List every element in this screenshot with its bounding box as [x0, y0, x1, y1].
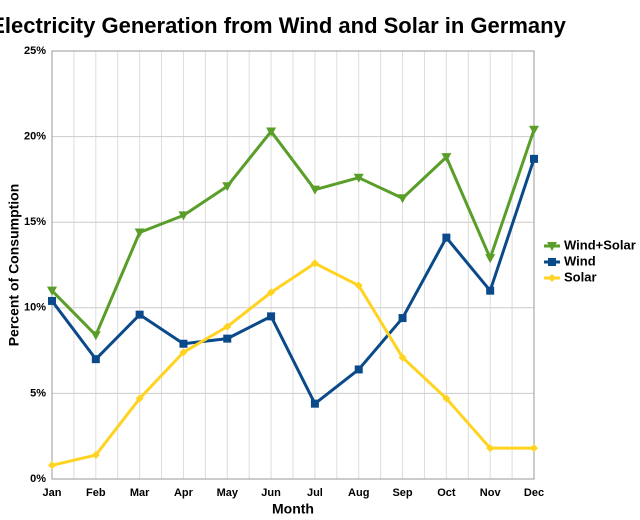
legend-label: Wind+Solar: [564, 237, 636, 252]
y-tick-label: 10%: [24, 302, 46, 314]
data-point: [529, 125, 539, 135]
data-point: [485, 254, 496, 264]
chart-title: Electricity Generation from Wind and Sol…: [0, 13, 567, 38]
y-tick-label: 15%: [24, 216, 46, 228]
legend-marker: [548, 274, 556, 282]
data-point: [135, 310, 144, 319]
data-point: [91, 451, 100, 460]
x-tick-label: Jan: [43, 487, 62, 499]
data-point: [397, 194, 408, 204]
data-point: [354, 365, 363, 374]
x-tick-label: May: [217, 487, 239, 499]
y-tick-label: 25%: [24, 45, 46, 57]
x-tick-label: Sep: [392, 487, 412, 499]
x-tick-label: Aug: [348, 487, 369, 499]
data-point: [309, 185, 320, 195]
series-line: [50, 129, 536, 337]
data-point: [48, 296, 56, 305]
data-point: [90, 331, 101, 341]
x-tick-label: Apr: [174, 487, 194, 499]
x-tick-label: Nov: [480, 487, 502, 499]
x-tick-label: Jun: [261, 487, 281, 499]
data-point: [267, 288, 276, 297]
data-point: [354, 281, 363, 290]
data-point: [48, 461, 56, 470]
legend-label: Solar: [564, 269, 597, 284]
data-point: [179, 339, 188, 348]
y-axis-label: Percent of Consumption: [6, 184, 22, 347]
data-point: [530, 154, 538, 163]
x-axis-label: Month: [272, 501, 314, 517]
data-point: [442, 233, 451, 242]
data-point: [222, 182, 233, 192]
y-tick-label: 0%: [30, 473, 46, 485]
data-point: [178, 211, 189, 221]
data-point: [267, 312, 276, 321]
x-tick-label: Feb: [86, 487, 106, 499]
plot-frame: [51, 50, 535, 480]
data-point: [135, 394, 144, 403]
data-point: [398, 314, 407, 323]
data-point: [47, 286, 57, 296]
data-point: [91, 355, 100, 364]
data-point: [530, 444, 538, 453]
data-point: [310, 259, 319, 268]
x-tick-label: Dec: [524, 487, 544, 499]
legend-label: Wind: [564, 253, 596, 268]
legend-marker: [547, 242, 557, 251]
data-point: [223, 322, 232, 331]
data-point: [310, 399, 319, 408]
y-tick-label: 5%: [30, 387, 46, 399]
data-point: [353, 173, 364, 183]
data-point: [486, 286, 495, 295]
x-tick-label: Mar: [130, 487, 150, 499]
x-tick-label: Oct: [437, 487, 456, 499]
series-line: [51, 261, 534, 467]
y-tick-label: 20%: [24, 131, 46, 143]
data-point: [134, 228, 145, 238]
data-point: [266, 127, 277, 137]
data-point: [486, 444, 495, 453]
series-line: [50, 158, 536, 406]
data-point: [223, 334, 232, 343]
x-tick-label: Jul: [307, 487, 323, 499]
legend-marker: [548, 258, 556, 266]
data-point: [441, 153, 452, 163]
data-point: [179, 348, 188, 357]
data-point: [398, 353, 407, 362]
data-point: [442, 394, 451, 403]
